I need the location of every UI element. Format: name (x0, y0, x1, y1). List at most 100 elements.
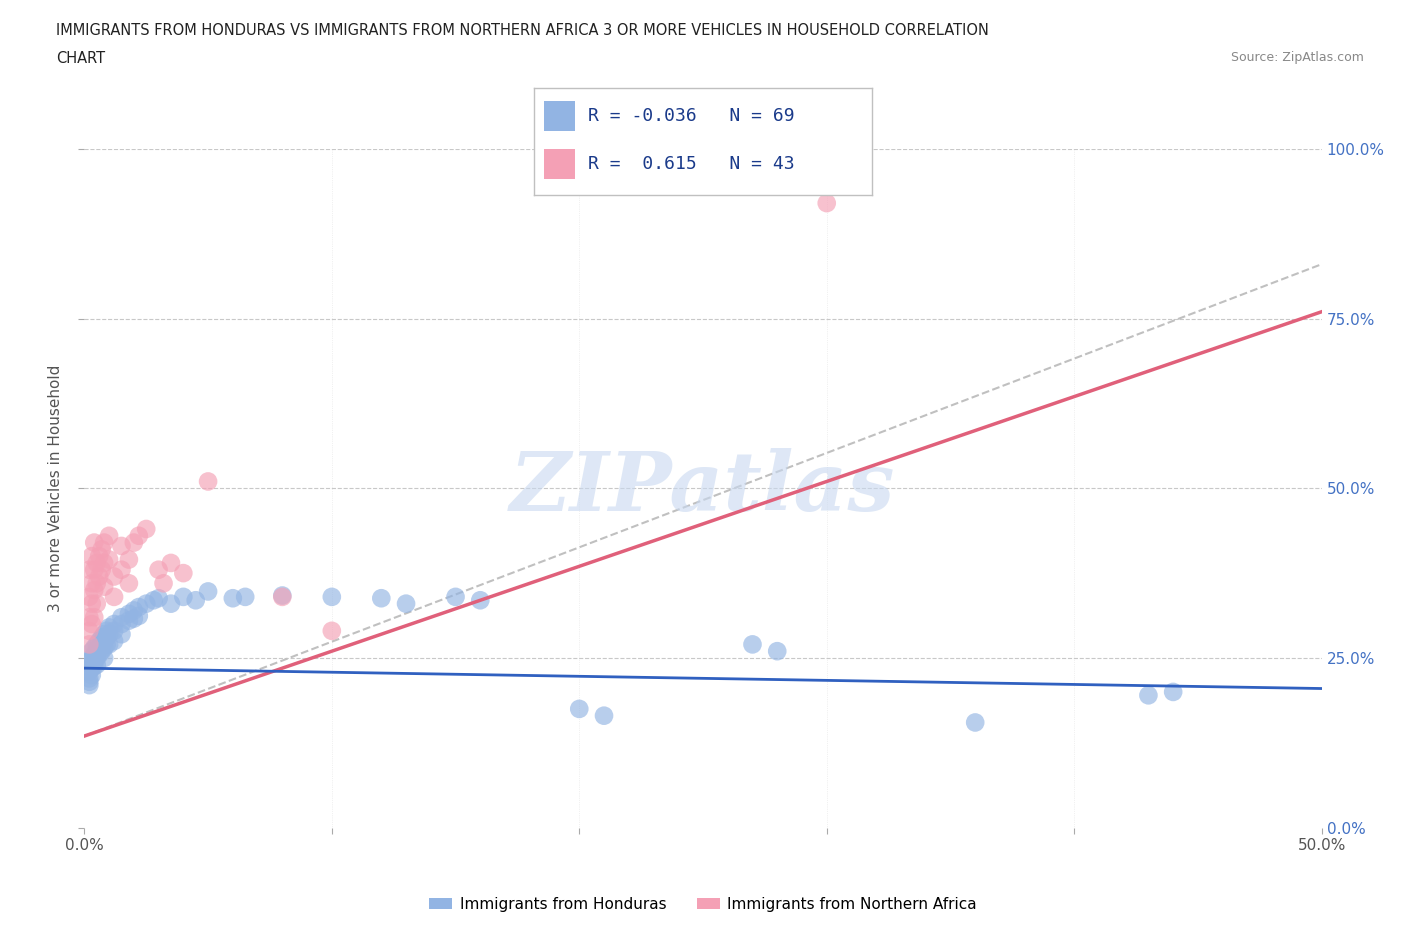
Text: R = -0.036   N = 69: R = -0.036 N = 69 (588, 107, 794, 126)
Point (79, 637, 101, 652)
Point (93, 633, 115, 648)
Point (128, 608, 150, 623)
Point (110, 563, 132, 578)
Point (89, 641, 111, 656)
Point (93, 651, 115, 666)
FancyBboxPatch shape (544, 150, 575, 179)
Point (86, 576, 108, 591)
Point (83, 610, 105, 625)
Point (80, 576, 103, 591)
Point (370, 591, 392, 605)
Point (103, 590, 125, 604)
Point (128, 600, 150, 615)
Point (90, 542, 112, 557)
Point (98, 620, 121, 635)
FancyBboxPatch shape (544, 101, 575, 131)
Point (233, 590, 256, 604)
Point (83, 563, 105, 578)
Point (83, 647, 105, 662)
Point (80, 651, 103, 666)
Point (83, 654, 105, 669)
Point (83, 582, 105, 598)
Point (110, 538, 132, 553)
Point (152, 576, 174, 591)
Point (103, 623, 125, 638)
Point (135, 596, 157, 611)
Point (197, 584, 219, 599)
Point (79, 623, 101, 638)
Text: IMMIGRANTS FROM HONDURAS VS IMMIGRANTS FROM NORTHERN AFRICA 3 OR MORE VEHICLES I: IMMIGRANTS FROM HONDURAS VS IMMIGRANTS F… (56, 23, 988, 38)
Point (79, 590, 101, 604)
Point (321, 623, 343, 638)
Text: Source: ZipAtlas.com: Source: ZipAtlas.com (1230, 51, 1364, 64)
Point (90, 637, 112, 652)
Point (96, 623, 118, 638)
Point (815, 195, 838, 210)
Point (470, 592, 492, 607)
Point (79, 563, 101, 578)
Point (93, 555, 115, 570)
Point (118, 606, 141, 621)
Point (89, 633, 111, 648)
Point (93, 627, 115, 642)
Point (197, 474, 219, 489)
Point (741, 637, 763, 652)
Point (118, 613, 141, 628)
Point (1161, 684, 1184, 699)
Point (184, 592, 207, 607)
Point (80, 617, 103, 631)
Point (148, 591, 170, 605)
Point (80, 596, 103, 611)
Point (86, 651, 108, 666)
Point (90, 644, 112, 658)
Point (135, 522, 157, 537)
Point (80, 668, 103, 683)
Point (1137, 688, 1160, 703)
Point (103, 633, 125, 648)
Point (395, 596, 418, 611)
Point (86, 658, 108, 672)
Point (766, 644, 789, 658)
Text: CHART: CHART (56, 51, 105, 66)
Point (79, 678, 101, 693)
Point (593, 709, 616, 724)
Point (83, 658, 105, 673)
Point (172, 565, 194, 580)
Point (83, 641, 105, 656)
Point (103, 569, 125, 584)
Point (93, 535, 115, 550)
Point (98, 528, 121, 543)
Point (79, 664, 101, 679)
Point (79, 654, 101, 669)
Point (98, 627, 121, 642)
Point (568, 701, 591, 716)
Point (110, 627, 132, 642)
Point (89, 549, 111, 564)
Point (86, 637, 108, 652)
Point (122, 535, 145, 550)
Point (160, 596, 183, 611)
Point (90, 563, 112, 578)
Point (222, 591, 245, 605)
Point (148, 563, 170, 578)
Point (98, 637, 121, 652)
Point (89, 569, 111, 584)
Point (122, 603, 145, 618)
Point (86, 644, 108, 658)
Point (118, 552, 141, 567)
Point (122, 611, 145, 626)
Text: R =  0.615   N = 43: R = 0.615 N = 43 (588, 155, 794, 173)
Point (79, 671, 101, 685)
Text: ZIPatlas: ZIPatlas (510, 448, 896, 528)
Y-axis label: 3 or more Vehicles in Household: 3 or more Vehicles in Household (48, 365, 63, 612)
Point (142, 592, 165, 607)
Point (90, 631, 112, 645)
Point (965, 715, 987, 730)
Point (128, 528, 150, 543)
Point (86, 596, 108, 611)
Point (93, 579, 115, 594)
Point (172, 590, 194, 604)
Legend: Immigrants from Honduras, Immigrants from Northern Africa: Immigrants from Honduras, Immigrants fro… (423, 891, 983, 918)
Point (110, 617, 132, 631)
Point (79, 674, 101, 689)
